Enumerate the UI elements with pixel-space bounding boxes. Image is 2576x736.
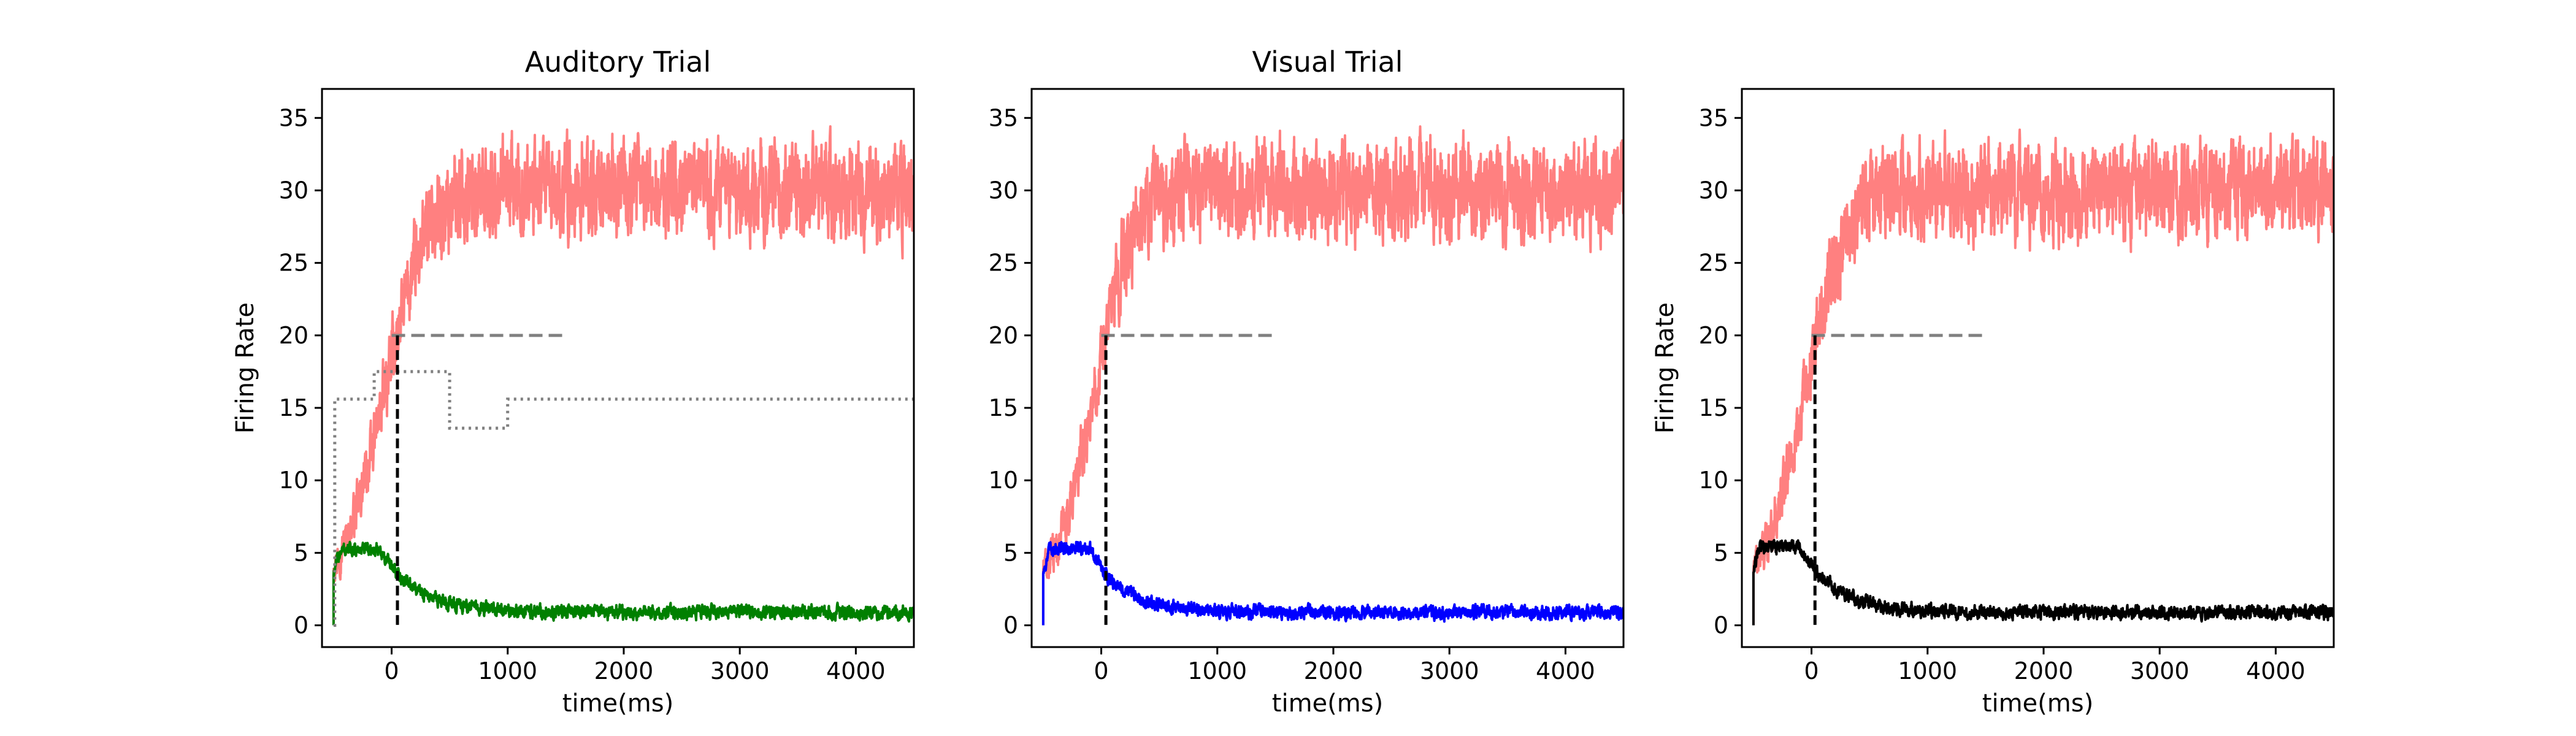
x-tick-label: 4000 — [2246, 657, 2306, 684]
y-tick-label: 20 — [279, 322, 309, 349]
y-tick-label: 25 — [279, 250, 309, 277]
y-tick-label: 15 — [989, 394, 1018, 421]
plot-area — [332, 125, 914, 627]
x-tick-label: 1000 — [478, 657, 537, 684]
y-tick-label: 20 — [1699, 322, 1728, 349]
y-axis-label: Firing Rate — [1651, 302, 1679, 434]
x-tick-label: 0 — [1804, 657, 1819, 684]
y-tick-label: 35 — [1699, 104, 1728, 131]
y-tick-label: 0 — [1003, 612, 1018, 639]
x-axis-label: time(ms) — [1272, 689, 1383, 718]
x-tick-label: 0 — [384, 657, 399, 684]
y-axis-label: Firing Rate — [231, 302, 259, 434]
y-tick-label: 15 — [1699, 394, 1728, 421]
x-tick-label: 0 — [1094, 657, 1108, 684]
y-tick-label: 5 — [1003, 539, 1018, 566]
x-tick-label: 1000 — [1898, 657, 1957, 684]
x-tick-label: 3000 — [710, 657, 770, 684]
x-tick-label: 1000 — [1187, 657, 1247, 684]
panel-title: Auditory Trial — [525, 45, 711, 79]
y-tick-label: 20 — [989, 322, 1018, 349]
y-tick-label: 35 — [989, 104, 1018, 131]
ticks: 0 1000 2000 3000 4000 0 5 10 15 20 25 30 35 — [1699, 104, 2306, 684]
x-tick-label: 4000 — [1536, 657, 1595, 684]
series-line-1 — [332, 540, 914, 626]
plot-area — [1041, 125, 1623, 626]
axes-frame — [1741, 88, 2335, 648]
panel-visual: Visual Trial time(ms) 0 1000 2000 3000 40000… — [989, 45, 1625, 718]
x-tick-label: 3000 — [1420, 657, 1479, 684]
x-axis-label: time(ms) — [562, 689, 673, 718]
series-line-0 — [332, 125, 914, 626]
y-tick-label: 25 — [1699, 250, 1728, 277]
x-tick-label: 2000 — [1304, 657, 1363, 684]
x-axis-label: time(ms) — [1982, 689, 2093, 718]
x-tick-label: 3000 — [2130, 657, 2190, 684]
panel-title: Visual Trial — [1252, 45, 1403, 79]
y-tick-label: 15 — [279, 394, 309, 421]
ticks: 0 1000 2000 3000 4000 0 5 10 15 20 25 30 35 — [279, 104, 886, 684]
y-tick-label: 10 — [989, 467, 1018, 494]
y-tick-label: 5 — [294, 539, 309, 566]
input-signal-line — [333, 370, 914, 627]
y-tick-label: 10 — [1699, 467, 1728, 494]
plot-area — [1752, 128, 2334, 626]
y-tick-label: 30 — [279, 177, 309, 204]
axes-frame — [1030, 88, 1625, 648]
series-line-0 — [1752, 128, 2334, 626]
x-tick-label: 4000 — [826, 657, 886, 684]
x-tick-label: 2000 — [2014, 657, 2074, 684]
x-tick-label: 2000 — [594, 657, 654, 684]
y-tick-label: 30 — [1699, 177, 1728, 204]
series-line-1 — [1041, 540, 1623, 626]
y-tick-label: 30 — [989, 177, 1018, 204]
y-tick-label: 0 — [294, 612, 309, 639]
axes-frame — [321, 88, 915, 648]
series-line-1 — [1752, 539, 2334, 626]
panel-third: time(ms) Firing Rate 0 1000 2000 3000 4000 0 5… — [1651, 88, 2335, 718]
panel-auditory: Auditory Trial time(ms) Firing Rate 0 100… — [231, 45, 915, 718]
y-tick-label: 10 — [279, 467, 309, 494]
series-line-0 — [1041, 125, 1623, 626]
y-tick-label: 25 — [989, 250, 1018, 277]
y-tick-label: 35 — [279, 104, 309, 131]
y-tick-label: 5 — [1714, 539, 1728, 566]
ticks: 0 1000 2000 3000 4000 0 5 10 15 20 25 30 35 — [989, 104, 1595, 684]
y-tick-label: 0 — [1714, 612, 1728, 639]
